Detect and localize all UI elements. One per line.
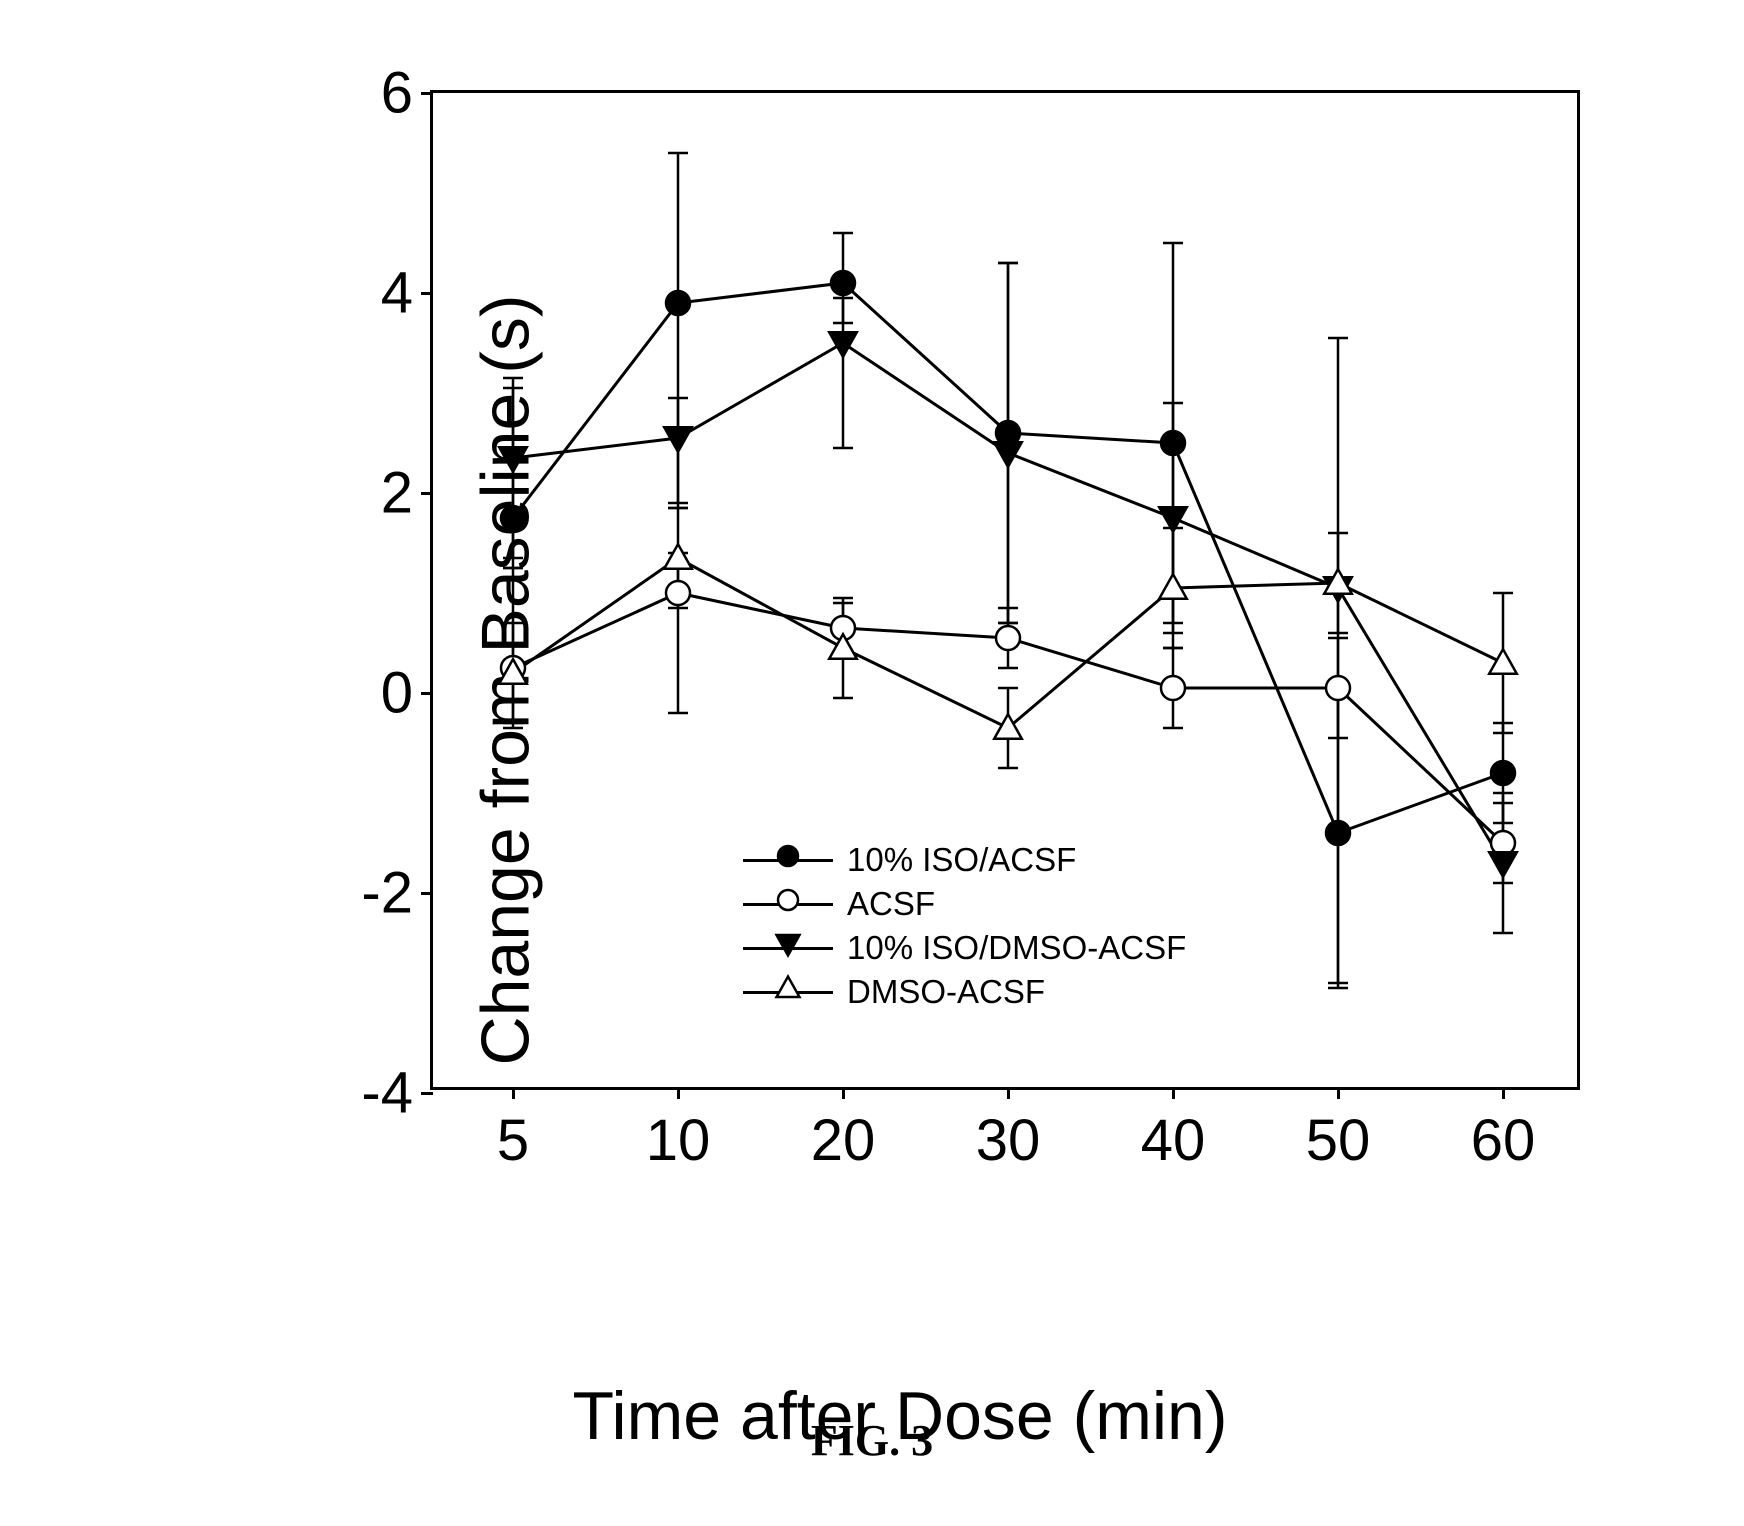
data-marker [666,581,690,605]
data-marker [829,332,857,357]
chart-container: Change from Baseline (s) -4-202465102030… [150,40,1650,1320]
y-tick-mark [421,692,433,695]
y-tick-mark [421,1092,433,1095]
y-tick-mark [421,892,433,895]
y-tick-label: 4 [381,260,413,327]
legend-marker-icon [773,973,803,1011]
legend-marker-icon [773,885,803,923]
x-tick-mark [677,1087,680,1099]
data-marker [1161,676,1185,700]
legend-item: ACSF [743,885,1186,923]
data-marker [829,634,857,659]
legend-item: 10% ISO/DMSO-ACSF [743,929,1186,967]
legend-label: 10% ISO/DMSO-ACSF [847,929,1186,967]
data-marker [499,447,527,472]
data-marker [664,544,692,569]
y-tick-label: 6 [381,60,413,127]
data-marker [1489,852,1517,877]
legend-line [743,991,833,994]
data-marker [1326,821,1350,845]
x-tick-mark [1337,1087,1340,1099]
x-tick-label: 50 [1306,1107,1371,1174]
x-tick-mark [1502,1087,1505,1099]
legend-label: ACSF [847,885,935,923]
x-tick-label: 10 [646,1107,711,1174]
data-marker [1161,431,1185,455]
y-tick-mark [421,492,433,495]
data-marker [1489,649,1517,674]
legend-line [743,947,833,950]
legend-line [743,903,833,906]
data-marker [831,271,855,295]
y-tick-label: -2 [361,860,413,927]
x-tick-label: 5 [497,1107,529,1174]
plot-area: -4-202465102030405060 10% ISO/ACSFACSF10… [430,90,1580,1090]
data-marker [994,442,1022,467]
x-tick-label: 60 [1471,1107,1536,1174]
figure-caption: FIG. 3 [811,1415,933,1466]
x-tick-mark [1007,1087,1010,1099]
legend-marker-icon [773,929,803,967]
y-tick-label: -4 [361,1060,413,1127]
data-marker [501,506,525,530]
x-tick-mark [512,1087,515,1099]
legend-item: DMSO-ACSF [743,973,1186,1011]
x-tick-mark [842,1087,845,1099]
x-tick-label: 40 [1141,1107,1206,1174]
x-tick-mark [1172,1087,1175,1099]
legend-item: 10% ISO/ACSF [743,841,1186,879]
legend-label: 10% ISO/ACSF [847,841,1076,879]
legend-marker-icon [773,841,803,879]
legend-line [743,859,833,862]
data-marker [996,626,1020,650]
x-tick-label: 30 [976,1107,1041,1174]
y-tick-label: 2 [381,460,413,527]
y-tick-mark [421,92,433,95]
y-tick-label: 0 [381,660,413,727]
legend: 10% ISO/ACSF ACSF 10% ISO/DMSO-ACSF DMSO-AC… [743,841,1186,1017]
data-marker [1326,676,1350,700]
data-marker [1491,761,1515,785]
legend-label: DMSO-ACSF [847,973,1045,1011]
data-marker [666,291,690,315]
y-tick-mark [421,292,433,295]
x-tick-label: 20 [811,1107,876,1174]
